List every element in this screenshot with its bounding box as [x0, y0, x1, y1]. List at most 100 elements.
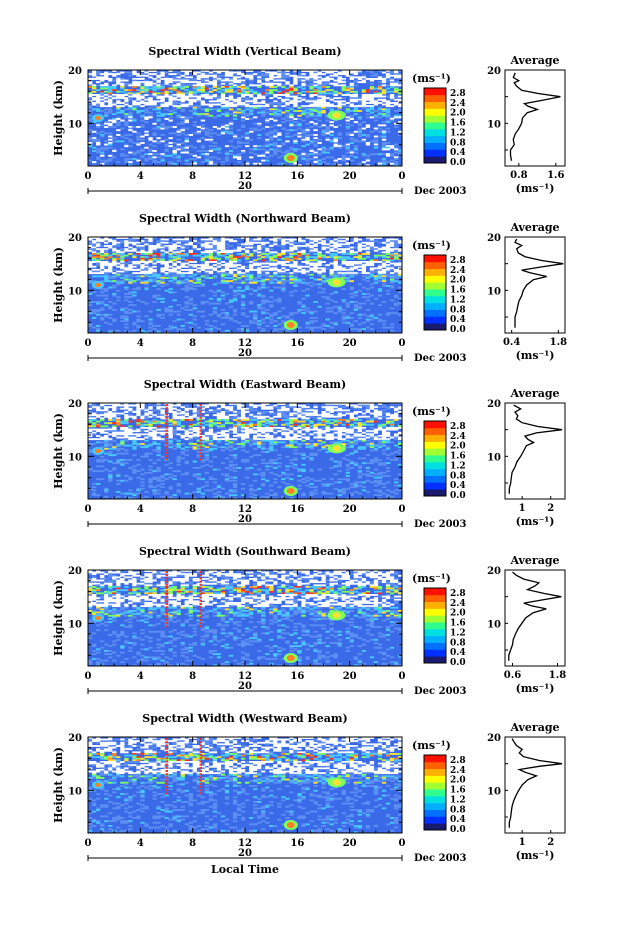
- heatmap-cell: [289, 243, 294, 246]
- heatmap-cell: [140, 404, 145, 407]
- heatmap-cell: [124, 315, 129, 318]
- heatmap-cell: [385, 246, 391, 249]
- heatmap-cell: [208, 404, 214, 407]
- heatmap-cell: [108, 73, 113, 76]
- heatmap-cell: [152, 103, 157, 106]
- heatmap-cell: [192, 288, 197, 291]
- heatmap-cell: [285, 70, 290, 72]
- heatmap-cell: [136, 267, 141, 270]
- heatmap-cell: [104, 313, 109, 316]
- heatmap-cell: [176, 248, 181, 251]
- heatmap-cell: [224, 126, 230, 128]
- heatmap-cell: [200, 137, 206, 140]
- heatmap-cell: [305, 135, 310, 138]
- heatmap-cell: [289, 248, 294, 251]
- heatmap-cell: [269, 277, 274, 279]
- heatmap-cell: [236, 129, 242, 132]
- heatmap-cell: [120, 259, 125, 262]
- heatmap-cell: [381, 145, 387, 148]
- heatmap-cell: [361, 262, 367, 265]
- heatmap-cell: [212, 89, 218, 92]
- heatmap-cell: [104, 121, 109, 124]
- heatmap-cell: [116, 253, 121, 255]
- average-unit: (ms⁻¹): [516, 182, 555, 195]
- heatmap-cell: [160, 89, 165, 92]
- heatmap-cell: [341, 248, 346, 251]
- heatmap-cell: [245, 87, 250, 90]
- heatmap-cell: [204, 138, 210, 141]
- heatmap-cell: [128, 273, 133, 276]
- heatmap-cell: [397, 100, 403, 103]
- heatmap-cell: [245, 243, 250, 246]
- heatmap-cell: [188, 275, 193, 278]
- heatmap-cell: [168, 254, 173, 257]
- heatmap-cell: [136, 82, 141, 85]
- heatmap-cell: [204, 264, 210, 267]
- heatmap-cell: [88, 105, 93, 108]
- heatmap-cell: [124, 329, 129, 332]
- heatmap-cell: [128, 129, 133, 132]
- heatmap-cell: [377, 251, 383, 254]
- heatmap-cell: [297, 238, 302, 241]
- heatmap-cell: [200, 256, 206, 259]
- heatmap-cell: [281, 142, 286, 144]
- heatmap-cell: [236, 293, 242, 295]
- heatmap-cell: [337, 240, 342, 243]
- heatmap-cell: [228, 238, 234, 241]
- heatmap-cell: [265, 299, 270, 302]
- heatmap-cell: [148, 257, 153, 260]
- heatmap-cell: [96, 329, 101, 332]
- heatmap-cell: [208, 243, 214, 246]
- heatmap-cell: [224, 113, 230, 116]
- heatmap-cell: [200, 78, 206, 80]
- heatmap-cell: [212, 320, 218, 323]
- heatmap-cell: [168, 259, 173, 262]
- heatmap-cell: [148, 403, 153, 405]
- heatmap-cell: [277, 414, 282, 417]
- heatmap-cell: [349, 406, 354, 409]
- heatmap-cell: [337, 419, 342, 421]
- heatmap-cell: [357, 81, 363, 84]
- heatmap-cell: [369, 403, 375, 405]
- heatmap-cell: [357, 122, 363, 125]
- heatmap-cell: [208, 256, 214, 259]
- heatmap-cell: [357, 404, 363, 407]
- heatmap-cell: [349, 98, 354, 101]
- heatmap-cell: [305, 269, 310, 271]
- heatmap-cell: [236, 267, 242, 270]
- heatmap-cell: [92, 326, 97, 329]
- heatmap-cell: [176, 253, 181, 255]
- heatmap-cell: [321, 103, 326, 106]
- heatmap-cell: [353, 98, 359, 101]
- heatmap-cell: [353, 253, 359, 255]
- heatmap-cell: [164, 307, 169, 310]
- heatmap-cell: [184, 127, 189, 130]
- colorbar-segment: [424, 101, 446, 109]
- heatmap-cell: [325, 307, 330, 310]
- heatmap-cell: [168, 73, 173, 76]
- heatmap-cell: [220, 415, 226, 418]
- heatmap-cell: [353, 419, 359, 421]
- heatmap-cell: [192, 281, 197, 284]
- heatmap-cell: [104, 161, 109, 164]
- heatmap-cell: [365, 420, 371, 423]
- heatmap-cell: [184, 321, 189, 324]
- heatmap-cell: [120, 309, 125, 311]
- heatmap-cell: [152, 285, 157, 287]
- heatmap-cell: [188, 259, 193, 262]
- heatmap-cell: [112, 262, 117, 265]
- heatmap-cell: [88, 269, 93, 271]
- heatmap-cell: [317, 119, 322, 122]
- heatmap-cell: [393, 275, 399, 278]
- heatmap-cell: [112, 280, 117, 283]
- heatmap-cell: [104, 270, 109, 273]
- heatmap-cell: [301, 272, 306, 275]
- heatmap-cell: [273, 251, 278, 254]
- heatmap-cell: [309, 248, 314, 251]
- heatmap-cell: [160, 113, 165, 116]
- heatmap-cell: [104, 113, 109, 116]
- heatmap-cell: [172, 89, 177, 92]
- heatmap-cell: [236, 100, 242, 103]
- heatmap-cell: [192, 409, 197, 412]
- heatmap-cell: [164, 309, 169, 311]
